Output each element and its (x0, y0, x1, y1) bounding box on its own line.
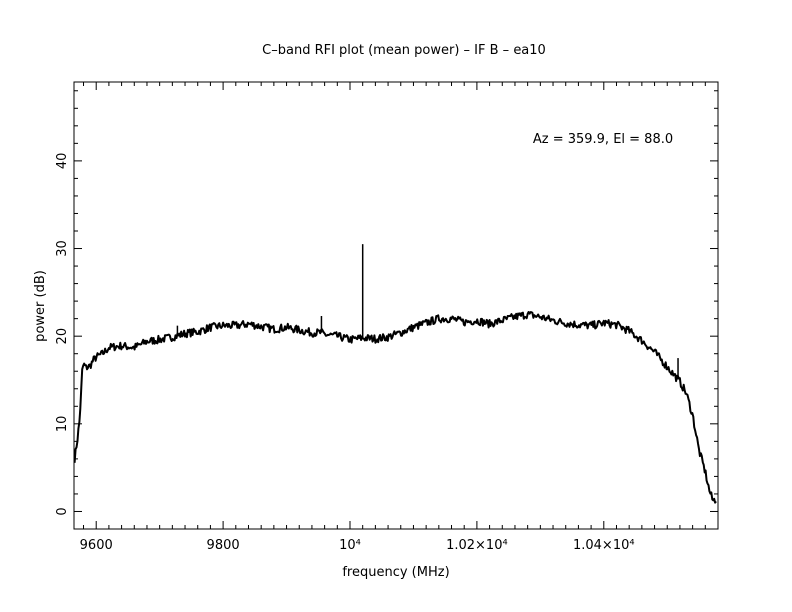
y-tick-label: 40 (55, 153, 70, 170)
annotation-az-el: Az = 359.9, El = 88.0 (533, 132, 673, 147)
x-tick-label: 1.02×10⁴ (446, 538, 508, 553)
series-layer (73, 244, 717, 504)
y-tick-label: 10 (55, 416, 70, 433)
y-axis-label: power (dB) (33, 270, 48, 342)
x-tick-label: 1.04×10⁴ (573, 538, 635, 553)
axis-tick-labels: 9600 9800 10⁴ 1.02×10⁴ 1.04×10⁴ 0 10 20 30 40 (55, 153, 635, 553)
plot-frame (73, 81, 719, 530)
y-tick-label: 0 (55, 507, 70, 515)
axis-ticks (74, 82, 719, 530)
x-tick-label: 9600 (80, 538, 113, 553)
series-line (73, 311, 717, 504)
x-tick-label: 10⁴ (339, 538, 361, 553)
x-tick-label: 9800 (207, 538, 240, 553)
y-tick-label: 20 (55, 328, 70, 345)
chart-title: C–band RFI plot (mean power) – IF B – ea… (262, 43, 546, 58)
y-tick-label: 30 (55, 240, 70, 257)
x-axis-label: frequency (MHz) (342, 565, 449, 580)
